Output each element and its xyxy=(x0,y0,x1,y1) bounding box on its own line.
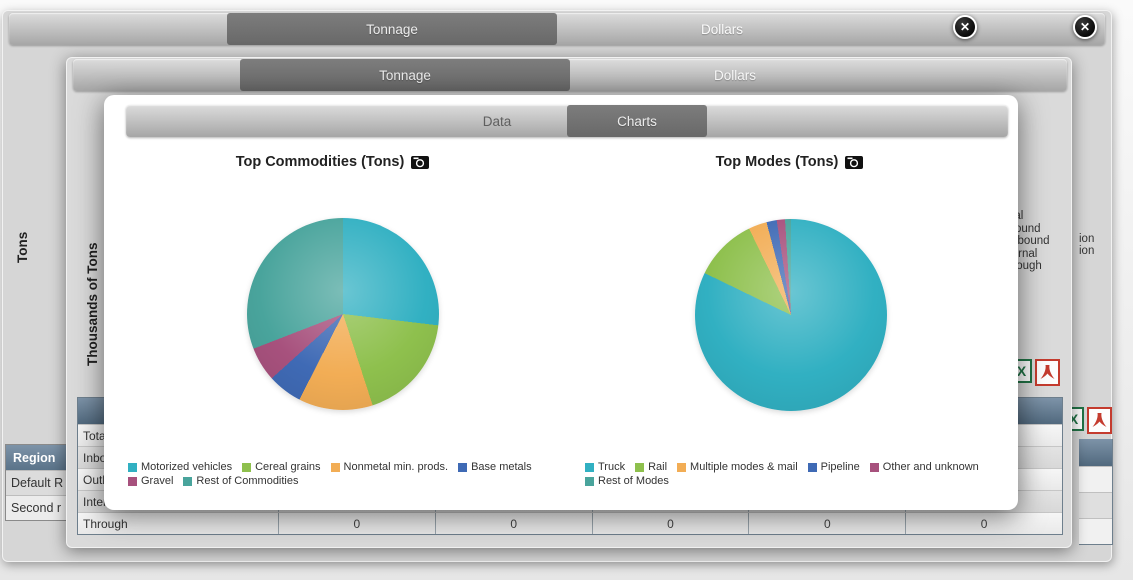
table-row: Through 0 0 0 0 0 xyxy=(78,512,1062,534)
legend-item[interactable]: Motorized vehicles xyxy=(128,461,232,473)
y-axis-label-thousands-of-tons: Thousands of Tons xyxy=(85,242,100,367)
commodities-chart-title: Top Commodities (Tons) xyxy=(235,154,405,170)
legend-swatch xyxy=(585,462,594,472)
legend-item[interactable]: Base metals xyxy=(458,461,532,473)
commodities-legend: Motorized vehicles Cereal grains Nonmetal … xyxy=(128,461,578,487)
modal-tab-bar: Data Charts xyxy=(126,105,1008,137)
table-cell: 0 xyxy=(434,513,592,534)
modes-legend: Truck Rail Multiple modes & mail Pipeline Ot… xyxy=(585,461,1035,487)
close-icon-inner[interactable]: ✕ xyxy=(953,15,977,39)
row-label: Total xyxy=(83,428,109,443)
tab-tonnage-outer[interactable]: Tonnage xyxy=(227,13,557,45)
tab-dollars-outer[interactable]: Dollars xyxy=(700,21,743,37)
table-cell: 0 xyxy=(278,513,435,534)
pdf-export-icon[interactable] xyxy=(1087,407,1112,434)
legend-swatch xyxy=(807,462,817,472)
table-header-fragment xyxy=(1079,439,1112,466)
pdf-export-icon[interactable] xyxy=(1035,359,1060,386)
modes-chart-panel: Top Modes (Tons) Truck Rail Multiple modes… xyxy=(561,132,1018,510)
legend-swatch xyxy=(128,462,137,472)
row-label: Through xyxy=(83,516,128,531)
legend-swatch xyxy=(128,476,137,486)
legend-swatch xyxy=(330,462,340,472)
outer-tab-bar: Tonnage Dollars xyxy=(9,13,1105,45)
legend-item[interactable]: Other and unknown xyxy=(869,461,979,473)
legend-swatch xyxy=(585,476,594,486)
y-axis-label-tons: Tons xyxy=(15,231,30,263)
inner-tab-bar: Tonnage Dollars xyxy=(73,59,1067,91)
commodities-chart-panel: Top Commodities (Tons) Motorized vehicle… xyxy=(104,132,561,510)
legend-swatch xyxy=(677,462,687,472)
legend-swatch xyxy=(458,462,468,472)
outer-table-fragment xyxy=(1079,439,1113,545)
legend-item[interactable]: Cereal grains xyxy=(242,461,321,473)
camera-export-icon[interactable] xyxy=(845,155,864,169)
commodities-pie-chart[interactable] xyxy=(247,218,439,410)
modes-chart-title: Top Modes (Tons) xyxy=(715,154,839,170)
legend-item[interactable]: Multiple modes & mail xyxy=(677,461,798,473)
close-icon-outer[interactable]: ✕ xyxy=(1073,15,1097,39)
region-table-header: Region xyxy=(6,445,73,470)
region-row-second[interactable]: Second r xyxy=(6,495,73,520)
table-cell: 0 xyxy=(591,513,749,534)
table-cell: 0 xyxy=(748,513,905,534)
legend-swatch xyxy=(635,462,645,472)
pdf-glyph xyxy=(1092,412,1107,427)
pdf-glyph xyxy=(1040,364,1055,379)
tab-tonnage-inner[interactable]: Tonnage xyxy=(240,59,570,91)
tab-data[interactable]: Data xyxy=(482,113,512,129)
legend-fragment: ion xyxy=(1079,245,1095,257)
camera-export-icon[interactable] xyxy=(411,155,430,169)
tab-charts[interactable]: Charts xyxy=(567,105,707,137)
legend-item[interactable]: Rest of Modes xyxy=(585,475,669,487)
legend-item[interactable]: Rest of Commodities xyxy=(183,475,299,487)
legend-item[interactable]: Rail xyxy=(635,461,667,473)
table-cell: 0 xyxy=(905,513,1062,534)
charts-modal: Data Charts Top Commodities (Tons) Motor… xyxy=(104,95,1018,510)
legend-fragment: ion xyxy=(1079,233,1095,245)
modes-pie-chart[interactable] xyxy=(695,219,887,411)
legend-swatch xyxy=(242,462,252,472)
region-row-default[interactable]: Default R xyxy=(6,470,73,495)
legend-swatch xyxy=(183,476,193,486)
legend-item[interactable]: Nonmetal min. prods. xyxy=(330,461,448,473)
legend-item[interactable]: Truck xyxy=(585,461,625,473)
legend-item[interactable]: Gravel xyxy=(128,475,173,487)
legend-item[interactable]: Pipeline xyxy=(807,461,860,473)
tab-dollars-inner[interactable]: Dollars xyxy=(713,67,756,83)
inner-export-icons: X xyxy=(1011,359,1060,386)
region-table: Region Default R Second r xyxy=(5,444,74,521)
legend-swatch xyxy=(869,462,879,472)
